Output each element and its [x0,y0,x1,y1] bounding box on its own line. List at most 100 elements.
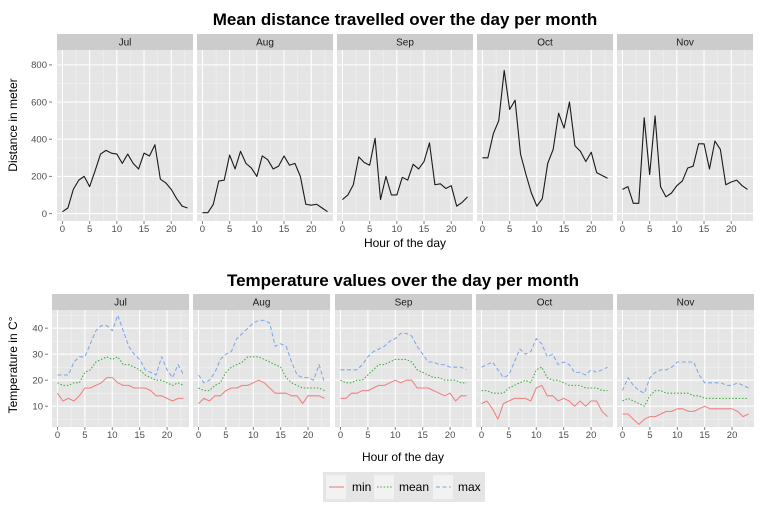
distance-y-tick-label: 600 [31,97,47,108]
temperature-panel-nov-x-tick-label: 15 [699,430,710,441]
distance-panel-aug-x-tick-label: 5 [227,224,232,235]
distance-panel-oct-strip [477,34,613,50]
temperature-y-tick-label: 10 [32,402,43,413]
temperature-panel-aug-strip-label: Aug [253,298,271,309]
distance-panel-jul-background [57,50,193,221]
distance-panel-jul-series-distance-line [62,144,188,213]
temperature-panel-aug-series-min-line [198,379,325,405]
temperature-panel-jul-x-tick-label: 5 [82,430,87,441]
temperature-panel-sep-x-tick-label: 5 [365,430,370,441]
temperature-panel-oct-strip-label: Oct [537,298,553,309]
distance-panel-jul-strip-label: Jul [119,38,132,49]
distance-panel-aug-x-tick-label: 20 [306,224,317,235]
bottom-chart-xlabel: Hour of the day [362,450,444,464]
temperature-panel-jul-background [52,310,189,427]
legend: min mean max [323,472,485,502]
temperature-panel-jul: Jul 0 5 10 15 20 [52,294,189,441]
temperature-y-tick-label: 30 [32,350,43,361]
temperature-panel-jul-strip [52,294,189,310]
distance-panel-oct-background [477,50,613,221]
temperature-panel-jul-x-tick-label: 0 [55,430,60,441]
temperature-y-tick-label: 20 [32,376,43,387]
distance-y-tick-label: 800 [31,60,47,71]
distance-panel-nov-background [617,50,753,221]
temperature-panel-sep-strip-label: Sep [395,298,413,309]
distance-panel-aug-x-tick-label: 10 [252,224,263,235]
distance-panel-oct-x-tick-label: 15 [559,224,570,235]
temperature-panel-aug-background [193,310,330,427]
legend-box [323,472,485,502]
temperature-panel-oct: Oct 0 5 10 15 20 [476,294,613,441]
temperature-panel-oct-series-mean-line [481,366,608,394]
distance-panel-aug-series-distance-line [202,150,328,214]
temperature-panel-nov-series-mean-line [622,390,749,407]
temperature-panel-sep-x-tick-label: 20 [445,430,456,441]
temperature-panel-oct-x-tick-label: 0 [479,430,484,441]
temperature-panel-nov: Nov 0 5 10 15 20 [617,294,754,441]
temperature-panel-sep-series-max-line [340,332,467,371]
distance-panel-oct-x-tick-label: 0 [480,224,485,235]
temperature-panel-sep-x-tick-label: 10 [390,430,401,441]
temperature-panel-jul-x-tick-label: 20 [162,430,173,441]
temperature-panel-sep: Sep 0 5 10 15 20 [335,294,472,441]
distance-panel-aug-background [197,50,333,221]
temperature-panel-oct-series-min-line [481,384,608,420]
distance-y-tick-label: 200 [31,172,47,183]
distance-panel-aug-strip-label: Aug [256,38,274,49]
temperature-panel-aug-x-tick-label: 0 [196,430,201,441]
temperature-panel-nov-strip [617,294,754,310]
distance-panel-oct-x-tick-label: 20 [586,224,597,235]
bottom-chart-ylabel: Temperature in C° [6,316,20,413]
distance-panel-nov-strip [617,34,753,50]
temperature-panel-oct-background [476,310,613,427]
temperature-panel-sep-x-tick-label: 0 [338,430,343,441]
bottom-chart-title: Temperature values over the day per mont… [227,271,579,290]
temperature-panel-oct-strip [476,294,613,310]
distance-panel-jul-x-tick-label: 10 [112,224,123,235]
temperature-panel-sep-series-min-line [340,379,467,402]
temperature-panel-aug: Aug 0 5 10 15 20 [193,294,330,441]
distance-panel-jul-x-tick-label: 20 [166,224,177,235]
temperature-panel-aug-x-tick-label: 20 [303,430,314,441]
distance-panel-sep-background [337,50,473,221]
temperature-panel-nov-x-tick-label: 10 [672,430,683,441]
temperature-panel-nov-x-tick-label: 0 [620,430,625,441]
distance-panel-nov-series-distance-line [622,115,748,204]
distance-panel-aug: Aug 0 5 10 15 20 [197,34,333,235]
temperature-panel-nov-series-min-line [622,405,749,425]
top-chart-title: Mean distance travelled over the day per… [213,10,598,29]
distance-panel-nov-x-tick-label: 15 [699,224,710,235]
distance-panel-jul-x-tick-label: 0 [60,224,65,235]
temperature-panel-sep-strip [335,294,472,310]
distance-panel-sep: Sep 0 5 10 15 20 [337,34,473,235]
temperature-panel-sep-background [335,310,472,427]
distance-panel-oct-strip-label: Oct [537,38,553,49]
temperature-panel-aug-series-mean-line [198,356,325,392]
distance-panel-sep-x-tick-label: 5 [367,224,372,235]
legend-label-mean: mean [399,480,429,494]
distance-panel-oct-x-tick-label: 5 [507,224,512,235]
distance-panel-sep-x-tick-label: 10 [392,224,403,235]
distance-panel-nov-x-tick-label: 10 [672,224,683,235]
distance-panel-aug-x-tick-label: 15 [279,224,290,235]
temperature-panel-oct-x-tick-label: 20 [586,430,597,441]
temperature-panel-jul-x-tick-label: 15 [134,430,145,441]
temperature-panel-aug-x-tick-label: 10 [248,430,259,441]
temperature-panel-aug-series-max-line [198,319,326,384]
top-chart-ylabel: Distance in meter [6,78,20,171]
distance-panel-aug-strip [197,34,333,50]
temperature-panel-oct-x-tick-label: 15 [558,430,569,441]
distance-panel-jul: Jul 0 5 10 15 20 [57,34,193,235]
distance-panel-sep-x-tick-label: 20 [446,224,457,235]
legend-label-min: min [352,480,371,494]
temperature-panel-jul-series-min-line [57,377,184,402]
distance-panel-jul-x-tick-label: 15 [139,224,150,235]
temperature-panel-nov-background [617,310,754,427]
temperature-panel-nov-x-tick-label: 5 [647,430,652,441]
legend-label-max: max [458,480,481,494]
distance-panel-sep-x-tick-label: 0 [340,224,345,235]
temperature-panel-oct-series-max-line [481,338,608,379]
distance-panel-sep-strip [337,34,473,50]
